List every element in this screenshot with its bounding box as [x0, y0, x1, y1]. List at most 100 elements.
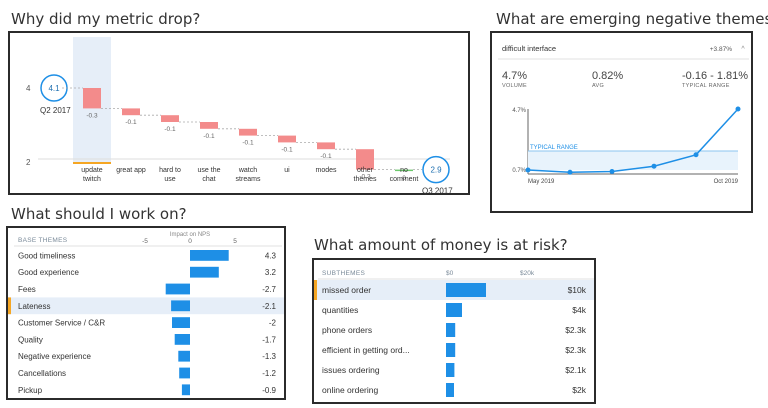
nps-bar	[190, 250, 229, 261]
nps-bar	[190, 266, 219, 278]
row-value: 3.2	[265, 268, 277, 277]
stat-label: AVG	[592, 83, 604, 89]
waterfall-bar	[239, 128, 257, 136]
category-label: use	[164, 176, 175, 183]
money-bar	[446, 303, 462, 317]
row-label: Fees	[18, 285, 36, 294]
trend-line	[527, 108, 739, 174]
trend-point	[693, 152, 699, 158]
category-label: ui	[284, 167, 290, 174]
chart-title: Impact on NPS	[170, 232, 210, 238]
x-tick-label: 5	[233, 238, 237, 245]
stat-label: TYPICAL RANGE	[682, 83, 730, 89]
row-label: missed order	[322, 285, 371, 295]
trend-point	[735, 106, 741, 112]
theme-name: difficult interface	[502, 44, 556, 53]
row-value: -1.2	[262, 369, 276, 378]
waterfall-bar	[395, 169, 413, 172]
bar-value-label: -0.3	[359, 174, 371, 181]
collapse-icon: ^	[741, 46, 745, 53]
category-label: no	[400, 167, 408, 174]
x-tick-label: May 2019	[528, 179, 555, 185]
waterfall-panel: 4 2 4.1 Q2 2017 -0.3 update twitch -0.1 great ap…	[8, 31, 470, 196]
money-bar	[446, 343, 456, 357]
trend-point	[525, 167, 531, 173]
heading-money-at-risk: What amount of money is at risk?	[314, 236, 568, 254]
row-value: $10k	[568, 285, 587, 295]
row-label: Good timeliness	[18, 251, 75, 260]
column-header: SUBTHEMES	[322, 270, 366, 277]
category-label: update	[81, 167, 103, 174]
nps-panel: Impact on NPS BASE THEMES -5 0 5 Good timelin…	[6, 226, 286, 400]
row-value: 4.3	[265, 251, 277, 260]
category-label: chat	[202, 176, 215, 183]
waterfall-chart: 4 2 4.1 Q2 2017 -0.3 update twitch -0.1 great ap…	[26, 37, 453, 196]
waterfall-bar	[356, 149, 374, 170]
row-value: $2.1k	[565, 365, 587, 375]
row-label: Pickup	[18, 386, 43, 395]
typical-range-band	[528, 151, 738, 170]
row-label: Customer Service / C&R	[18, 319, 105, 328]
row-value: $2.3k	[565, 325, 587, 335]
y-tick-label: 2	[26, 158, 31, 167]
category-label: other	[357, 167, 374, 174]
money-risk-chart: SUBTHEMES $0 $20k missed order $10k quantitie…	[314, 270, 594, 397]
row-value: -2.1	[262, 302, 276, 311]
y-tick-label: 0.7%	[512, 168, 526, 174]
category-label: themes	[354, 176, 377, 183]
nps-bar	[172, 317, 190, 328]
row-label: Lateness	[18, 302, 50, 311]
nps-bar	[179, 367, 190, 379]
money-panel: SUBTHEMES $0 $20k missed order $10k quantitie…	[312, 258, 596, 404]
category-label: use the	[198, 167, 221, 174]
stat-value: 4.7%	[502, 70, 527, 82]
nps-bar	[181, 384, 190, 396]
row-label: Quality	[18, 335, 43, 344]
highlight-row	[8, 297, 284, 315]
nps-bar	[171, 300, 190, 312]
heading-metric-drop: Why did my metric drop?	[11, 10, 201, 28]
category-label: hard to	[159, 167, 181, 174]
row-value: $2.3k	[565, 345, 587, 355]
emerging-panel: difficult interface +3.87% ^ 4.7% VOLUME 0.82…	[490, 31, 753, 213]
column-header: BASE THEMES	[18, 237, 68, 244]
end-period-label: Q3 2017	[422, 187, 453, 196]
x-tick-label: $20k	[520, 270, 535, 277]
row-value: -1.3	[262, 352, 276, 361]
trend-point	[609, 169, 615, 175]
waterfall-bar	[122, 108, 140, 116]
category-label: streams	[236, 176, 261, 183]
money-bar	[446, 283, 486, 297]
row-label: online ordering	[322, 385, 379, 395]
bar-value-label: -0.1	[281, 146, 293, 153]
stat-value: -0.16 - 1.81%	[682, 70, 748, 82]
trend-point	[567, 169, 573, 175]
emerging-line-chart: difficult interface +3.87% ^4.7%VOLUME0.82…	[498, 44, 749, 185]
bar-value-label: -0.1	[203, 133, 215, 140]
row-value: -2	[269, 319, 277, 328]
bar-value-label: -0.3	[86, 112, 98, 119]
x-tick-label: $0	[446, 270, 454, 277]
nps-bar	[165, 283, 190, 295]
highlight-marker	[314, 280, 317, 300]
bar-value-label: -0.1	[125, 119, 137, 126]
waterfall-bar	[317, 142, 335, 150]
row-label: Cancellations	[18, 369, 66, 378]
waterfall-bar	[200, 122, 218, 129]
end-value-circle	[422, 155, 450, 184]
start-value-label: 4.1	[48, 84, 60, 93]
bar-value-label: 0	[402, 175, 406, 182]
theme-change: +3.87%	[710, 46, 732, 53]
x-tick-label: Oct 2019	[714, 179, 739, 185]
y-tick-label: 4	[26, 84, 31, 93]
row-value: -2.7	[262, 285, 276, 294]
trend-point	[651, 163, 657, 169]
money-bar	[446, 383, 454, 397]
row-label: phone orders	[322, 325, 372, 335]
x-tick-label: -5	[142, 238, 148, 245]
nps-bar	[174, 334, 190, 345]
row-label: Negative experience	[18, 352, 91, 361]
heading-work-on: What should I work on?	[11, 205, 187, 223]
stat-value: 0.82%	[592, 70, 623, 82]
money-bar	[446, 363, 455, 377]
